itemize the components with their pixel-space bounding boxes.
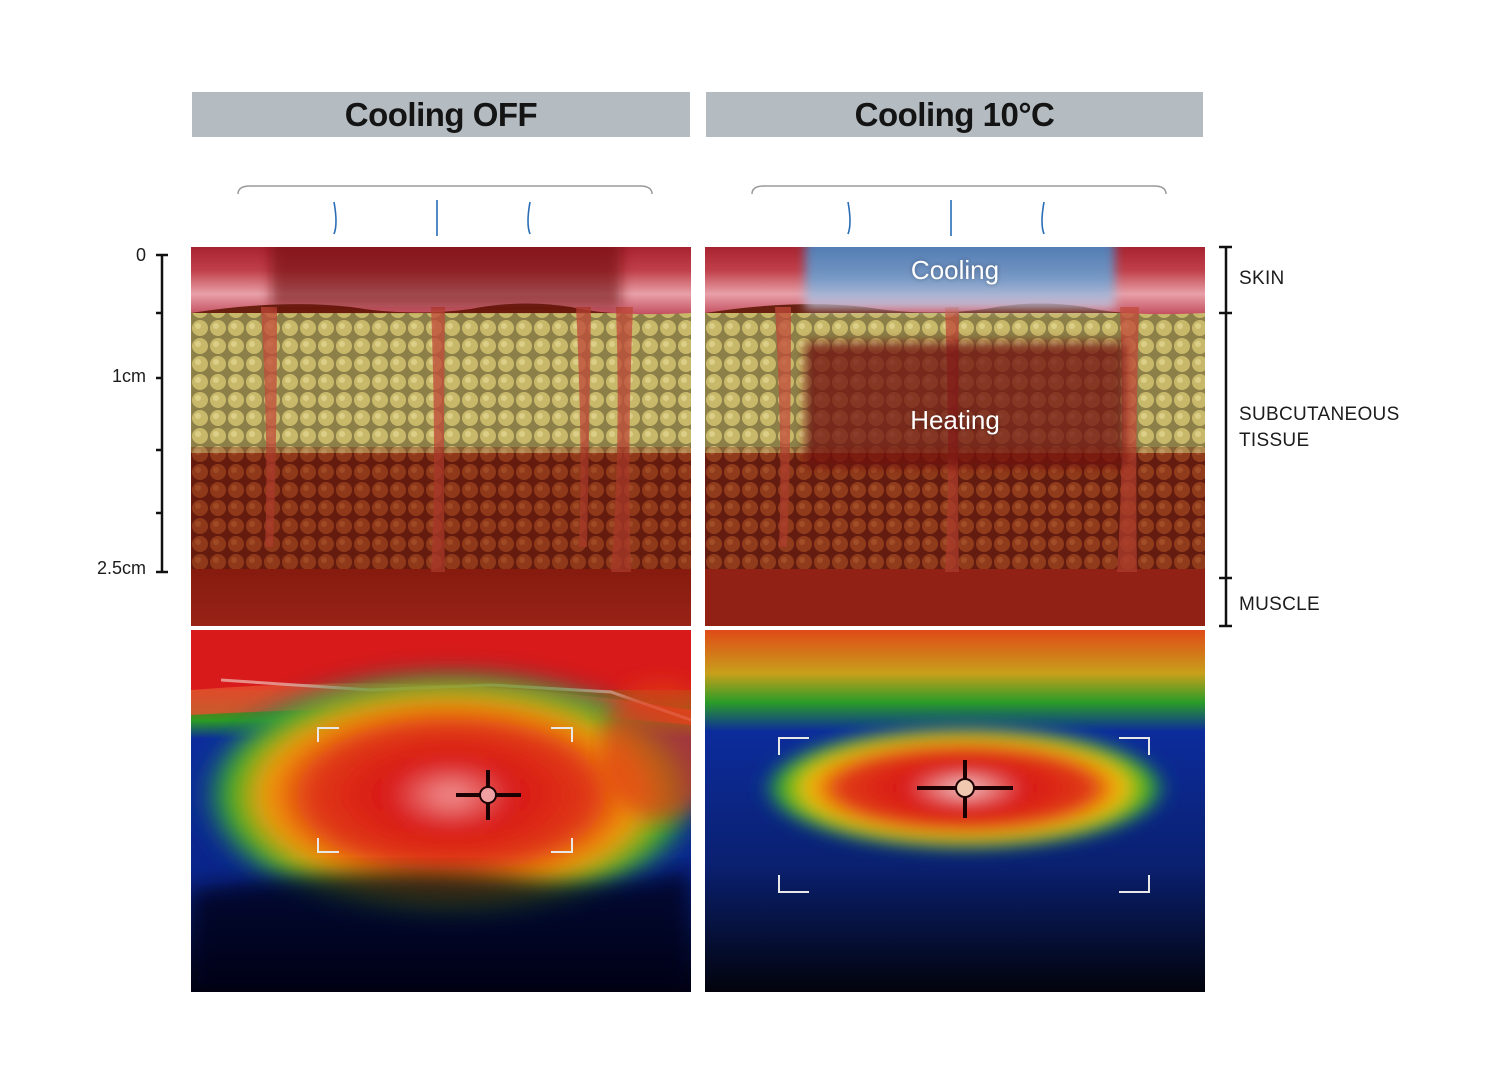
tissue-cross-section-cooling-off	[191, 247, 691, 626]
applicator-left-icon	[237, 185, 653, 236]
layer-label-skin: SKIN	[1239, 268, 1285, 289]
depth-label-1cm: 1cm	[111, 366, 146, 386]
layer-label-subcutaneous-line1: SUBCUTANEOUS	[1239, 404, 1400, 425]
layer-label-subcutaneous-line2: TISSUE	[1239, 430, 1310, 451]
crosshair-icon	[917, 760, 1013, 818]
depth-label-0: 0	[135, 245, 146, 265]
tissue-cross-section-cooling-10c: Cooling Heating	[705, 247, 1205, 626]
layer-label-subcutaneous-tissue: SUBCUTANEOUS TISSUE	[1239, 402, 1400, 454]
layer-label-muscle: MUSCLE	[1239, 594, 1320, 615]
header-cooling-10c: Cooling 10°C	[706, 92, 1203, 137]
depth-label-2-5cm: 2.5cm	[96, 558, 146, 578]
crosshair-icon	[456, 770, 521, 820]
header-cooling-off: Cooling OFF	[192, 92, 690, 137]
cooling-zone-label: Cooling	[910, 255, 1000, 285]
thermal-image-cooling-off	[191, 630, 691, 992]
heating-zone-label: Heating	[910, 405, 1000, 435]
thermal-image-cooling-10c	[705, 630, 1205, 992]
applicator-right-icon	[751, 185, 1167, 236]
